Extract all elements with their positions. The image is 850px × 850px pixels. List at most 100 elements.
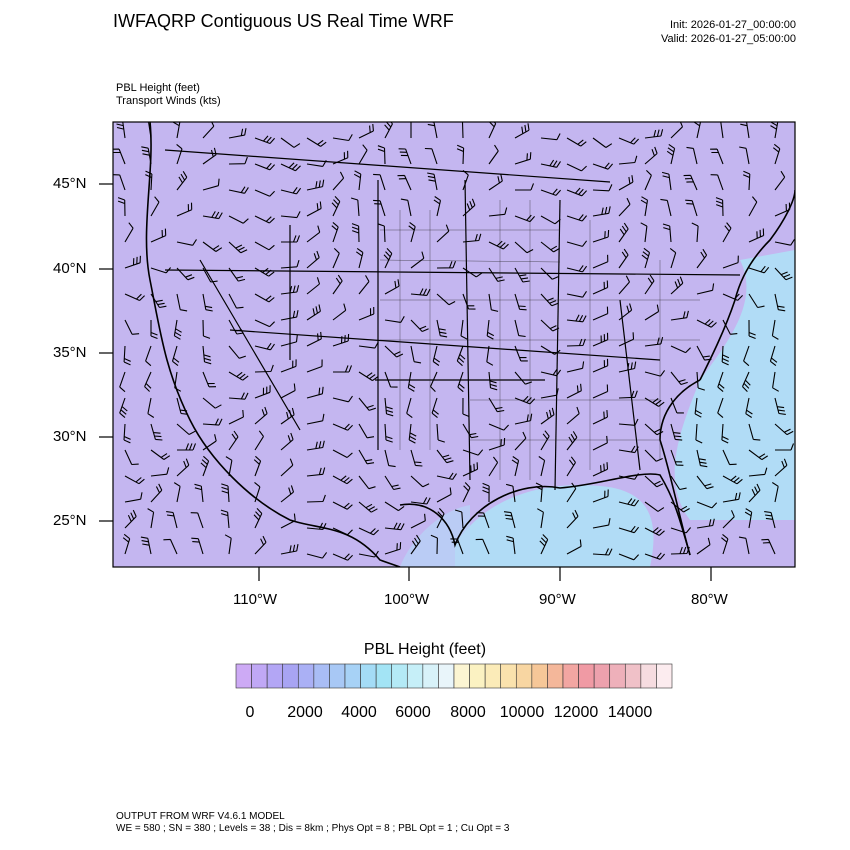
wind-barb (280, 186, 302, 195)
wind-barb (358, 449, 375, 465)
wind-barb (743, 345, 750, 367)
wind-barb (384, 371, 398, 388)
colorbar-label: 14000 (607, 704, 653, 721)
lat-label-35: 35°N (53, 344, 87, 361)
wind-barb (306, 494, 326, 503)
wind-barb (306, 160, 327, 167)
wind-barb (384, 449, 396, 468)
colorbar-swatch (266, 663, 284, 689)
colorbar-swatch (484, 663, 502, 689)
wind-barb (254, 342, 275, 351)
wind-barb (566, 383, 582, 399)
footer-model: OUTPUT FROM WRF V4.6.1 MODEL (116, 811, 285, 822)
wind-barb (772, 143, 781, 165)
wind-barb (592, 518, 611, 529)
wind-barb (124, 222, 134, 243)
wind-barb (506, 535, 516, 555)
wind-barb (462, 169, 469, 191)
footer-config: WE = 580 ; SN = 380 ; Levels = 38 ; Dis … (116, 823, 510, 834)
wind-barb (670, 397, 684, 414)
wind-barb (123, 345, 131, 366)
wind-barb (358, 144, 368, 165)
wind-barb (462, 198, 476, 217)
wind-barb (176, 458, 190, 477)
colorbar-swatch (578, 663, 595, 689)
wind-barb (761, 538, 776, 555)
wind-barb (306, 467, 326, 477)
wind-barb (488, 174, 503, 191)
wind-barb (566, 214, 588, 222)
wind-barb (410, 475, 430, 488)
wind-barb (592, 162, 614, 170)
wind-barb (358, 527, 379, 536)
wind-barb (150, 196, 160, 217)
wind-barb (407, 371, 416, 392)
wind-barb (618, 361, 637, 373)
wind-barb (618, 473, 639, 480)
wind-barb (176, 423, 196, 435)
wind-barb (410, 534, 421, 555)
coastline (145, 122, 795, 567)
colorbar-swatch (593, 663, 611, 689)
wind-barb (644, 146, 658, 165)
wind-barb (191, 537, 204, 555)
wind-barb (228, 215, 249, 224)
wind-barb (696, 449, 708, 468)
wind-barb (540, 345, 561, 355)
wind-barb (592, 184, 613, 192)
wind-barb (280, 458, 294, 477)
wind-barb (460, 122, 464, 139)
wind-barb (124, 319, 140, 335)
wind-barb (397, 174, 412, 191)
wind-barb (488, 240, 509, 250)
colorbar-swatch (297, 663, 315, 689)
wind-barb (332, 134, 353, 142)
colorbar-swatch (640, 663, 657, 689)
wind-barb (113, 174, 126, 191)
wind-barb (670, 345, 691, 354)
wind-barb (124, 449, 139, 466)
wind-barb (436, 319, 448, 338)
wind-barb (540, 267, 559, 280)
wind-barb (117, 197, 126, 217)
wind-barb (566, 509, 579, 529)
wind-barb (228, 128, 247, 139)
wind-barb (592, 306, 609, 321)
wind-barb (641, 247, 651, 269)
lat-label-30: 30°N (53, 428, 87, 445)
wind-barb (685, 199, 698, 217)
wind-barb (592, 280, 609, 295)
wind-barb (640, 196, 649, 217)
wind-barb (202, 178, 220, 191)
wind-barb (280, 543, 299, 555)
wind-barb (373, 199, 386, 217)
wind-barb (202, 434, 217, 451)
wind-barb (592, 384, 609, 399)
wind-barb (770, 122, 779, 139)
wind-barb (202, 211, 223, 220)
wind-barb (332, 150, 349, 165)
wind-barb (488, 144, 499, 165)
wind-barb (717, 122, 724, 139)
wind-barb (514, 183, 535, 191)
wind-barb (618, 222, 629, 243)
wind-barb (358, 123, 374, 139)
wind-barb (721, 423, 729, 444)
wind-barb (358, 423, 375, 439)
colorbar-swatch (313, 663, 330, 689)
colorbar-swatch (656, 663, 673, 689)
wind-barb (410, 319, 429, 333)
wind-barb (147, 397, 155, 418)
wind-barb (254, 364, 274, 373)
wind-barb (771, 319, 779, 340)
wind-barb (254, 189, 275, 197)
wind-barb (696, 371, 705, 391)
wind-barb (254, 162, 276, 171)
wind-barb (280, 513, 296, 529)
wind-barb (514, 267, 530, 283)
wind-barb (122, 533, 131, 555)
colorbar-swatch (624, 663, 642, 689)
lat-label-40: 40°N (53, 260, 87, 277)
wind-barb (722, 255, 739, 269)
